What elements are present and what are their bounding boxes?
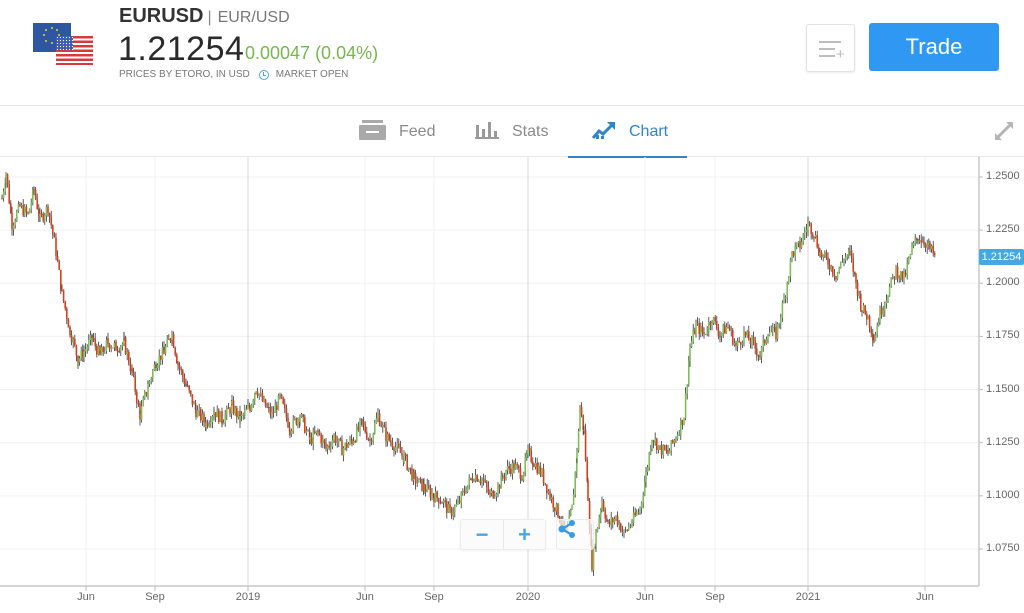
x-tick-label: Sep (145, 591, 165, 603)
add-to-watchlist-button[interactable]: + (806, 24, 855, 72)
us-flag-icon (56, 36, 93, 65)
x-tick-label: 2021 (795, 591, 821, 603)
y-tick-label: 1.1750 (986, 329, 1020, 342)
price-source: PRICES BY ETORO, IN USD (119, 69, 250, 80)
market-status: MARKET OPEN (275, 69, 349, 80)
tab-chart-label: Chart (629, 123, 669, 140)
current-price-tag: 1.21254 (979, 249, 1024, 265)
y-tick-label: 1.2250 (986, 223, 1020, 236)
tab-chart[interactable]: Chart (568, 107, 687, 158)
expand-chart-button[interactable] (993, 120, 1015, 142)
instrument-header: EURUSD | EUR/USD 1.21254 0.00047 (0.04%) P… (0, 0, 1024, 106)
tab-feed-label: Feed (399, 123, 436, 140)
instrument-symbol: EURUSD (119, 5, 204, 27)
x-tick-label: Sep (424, 591, 444, 603)
title-separator: | (207, 9, 212, 26)
feed-icon (359, 119, 386, 145)
eu-us-flag-icon (33, 23, 93, 65)
x-tick-label: 2020 (515, 591, 541, 603)
zoom-out-button[interactable]: − (475, 521, 489, 547)
instrument-title: EURUSD | EUR/USD (119, 5, 290, 28)
y-tick-label: 1.1000 (986, 488, 1020, 501)
x-tick-label: Jun (77, 591, 95, 603)
price-change: 0.00047 (0.04%) (245, 43, 379, 63)
price-meta: PRICES BY ETORO, IN USD MARKET OPEN (119, 69, 348, 80)
x-tick-label: Jun (356, 591, 374, 603)
chart-canvas[interactable] (0, 157, 1024, 613)
instrument-pair-name: EUR/USD (217, 9, 290, 26)
tab-stats[interactable]: Stats (475, 107, 548, 157)
y-tick-label: 1.1500 (986, 382, 1020, 395)
x-tick-label: Sep (705, 591, 725, 603)
zoom-in-button[interactable]: + (503, 520, 545, 549)
share-icon (558, 520, 575, 538)
y-tick-label: 1.2500 (986, 170, 1020, 182)
clock-icon (258, 69, 269, 80)
x-tick-label: 2019 (235, 591, 261, 603)
tab-feed[interactable]: Feed (359, 107, 435, 157)
y-tick-label: 1.0750 (986, 541, 1020, 554)
current-price: 1.21254 (118, 30, 245, 68)
zoom-controls: − + (460, 519, 546, 550)
x-tick-label: Jun (636, 591, 654, 603)
tab-bar: Feed Stats Chart (0, 107, 1024, 158)
chart-trend-icon (591, 121, 616, 144)
x-tick-label: Jun (916, 591, 934, 603)
y-tick-label: 1.2000 (986, 276, 1020, 289)
stats-bar-icon (475, 121, 499, 144)
price-chart[interactable]: 1.2500 1.2250 1.2000 1.1750 1.1500 1.1250 1.10… (0, 157, 1024, 613)
expand-icon (995, 122, 1013, 140)
trade-button[interactable]: Trade (869, 23, 999, 71)
y-tick-label: 1.1250 (986, 435, 1020, 448)
share-button[interactable] (556, 519, 594, 550)
tab-stats-label: Stats (512, 123, 549, 140)
